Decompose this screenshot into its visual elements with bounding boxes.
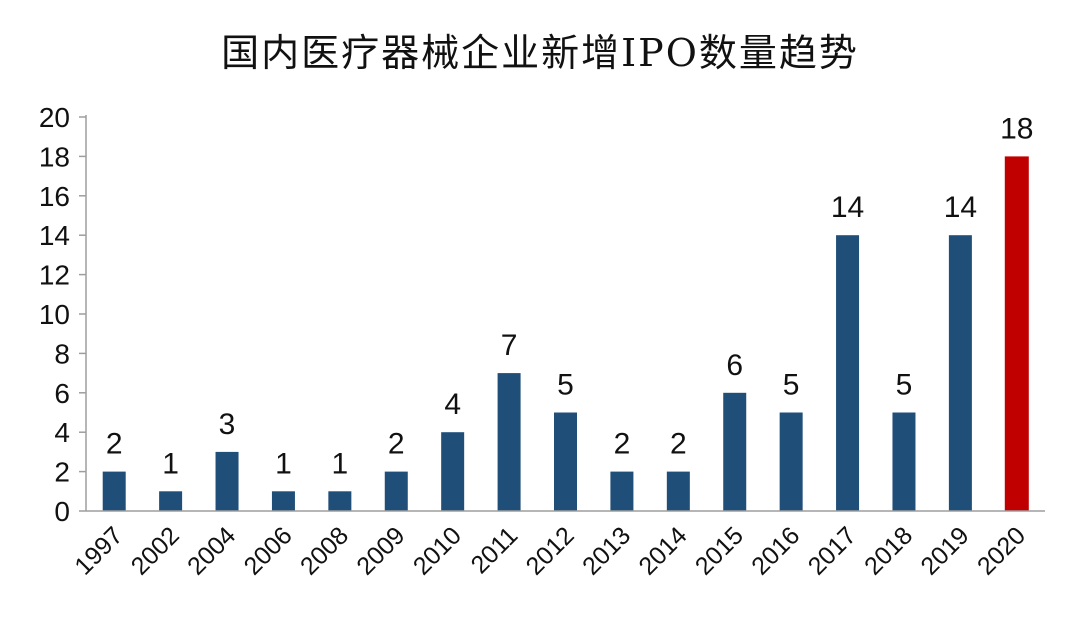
x-tick-label-2013: 2013 bbox=[577, 521, 636, 580]
y-tick-label: 12 bbox=[39, 260, 70, 291]
data-label-2019: 14 bbox=[944, 191, 977, 224]
data-label-2018: 5 bbox=[896, 369, 913, 402]
y-axis: 0 2 4 6 8 10 12 14 16 18 20 bbox=[39, 102, 87, 527]
x-tick-label-2002: 2002 bbox=[126, 521, 185, 580]
data-label-2012: 5 bbox=[557, 369, 574, 402]
bar-2006 bbox=[271, 491, 295, 511]
x-tick-label-1997: 1997 bbox=[69, 521, 128, 580]
data-label-2015: 6 bbox=[726, 349, 743, 382]
x-tick-label-2015: 2015 bbox=[690, 521, 749, 580]
bar-2010 bbox=[441, 432, 465, 511]
x-tick-label-2004: 2004 bbox=[182, 521, 241, 580]
x-tick-label-2016: 2016 bbox=[746, 521, 805, 580]
x-tick-label-2009: 2009 bbox=[351, 521, 410, 580]
y-tick-label: 2 bbox=[54, 457, 70, 488]
y-tick-label: 14 bbox=[39, 220, 70, 251]
data-label-2010: 4 bbox=[444, 388, 461, 421]
data-label-2008: 1 bbox=[332, 447, 349, 480]
bar-2017 bbox=[836, 235, 860, 511]
x-tick-label-2020: 2020 bbox=[972, 521, 1031, 580]
x-tick-label-2019: 2019 bbox=[915, 521, 974, 580]
data-label-2011: 7 bbox=[501, 329, 518, 362]
data-label-2016: 5 bbox=[783, 369, 800, 402]
bar-2019 bbox=[948, 235, 972, 511]
data-label-2017: 14 bbox=[831, 191, 864, 224]
y-tick-label: 10 bbox=[39, 299, 70, 330]
bar-2012 bbox=[554, 412, 577, 511]
x-tick-label-2010: 2010 bbox=[408, 521, 467, 580]
bar-1997 bbox=[102, 471, 126, 511]
bar-2014 bbox=[666, 471, 690, 511]
y-tick-label: 16 bbox=[39, 181, 70, 212]
bar-2009 bbox=[384, 471, 408, 511]
data-label-2004: 3 bbox=[219, 408, 236, 441]
data-label-2020: 18 bbox=[1000, 112, 1033, 145]
data-label-2002: 1 bbox=[162, 447, 179, 480]
bar-2002 bbox=[159, 491, 183, 511]
x-tick-label-2012: 2012 bbox=[521, 521, 580, 580]
bars bbox=[102, 156, 1029, 511]
x-tick-label-2017: 2017 bbox=[803, 521, 862, 580]
data-label-2009: 2 bbox=[388, 428, 405, 461]
x-axis: 1997200220042006200820092010201120122013… bbox=[69, 510, 1045, 581]
data-labels: 2 1 3 1 1 2 4 7 5 2 2 6 5 14 5 14 18 bbox=[106, 112, 1034, 480]
chart-title: 国内医疗器械企业新增IPO数量趋势 bbox=[221, 31, 859, 75]
x-tick-label-2008: 2008 bbox=[295, 521, 354, 580]
bar-2011 bbox=[497, 373, 521, 511]
bar-2016 bbox=[779, 412, 803, 511]
data-label-1997: 2 bbox=[106, 428, 123, 461]
bar-2008 bbox=[328, 491, 352, 511]
x-tick-label-2011: 2011 bbox=[466, 521, 524, 579]
y-tick-label: 0 bbox=[54, 496, 70, 527]
bar-2004 bbox=[215, 451, 239, 511]
y-tick-label: 4 bbox=[54, 417, 70, 448]
y-tick-label: 8 bbox=[54, 338, 70, 369]
y-tick-label: 20 bbox=[39, 102, 70, 133]
data-label-2014: 2 bbox=[670, 428, 687, 461]
y-tick-label: 6 bbox=[54, 378, 70, 409]
bar-2018 bbox=[892, 412, 916, 511]
x-tick-label-2014: 2014 bbox=[633, 521, 692, 580]
data-label-2006: 1 bbox=[275, 447, 292, 480]
y-tick-label: 18 bbox=[39, 141, 70, 172]
x-tick-label-2006: 2006 bbox=[239, 521, 298, 580]
x-tick-label-2018: 2018 bbox=[859, 521, 918, 580]
bar-2013 bbox=[610, 471, 634, 511]
bar-2020 bbox=[1004, 156, 1029, 511]
data-label-2013: 2 bbox=[614, 428, 631, 461]
bar-2015 bbox=[723, 392, 747, 511]
